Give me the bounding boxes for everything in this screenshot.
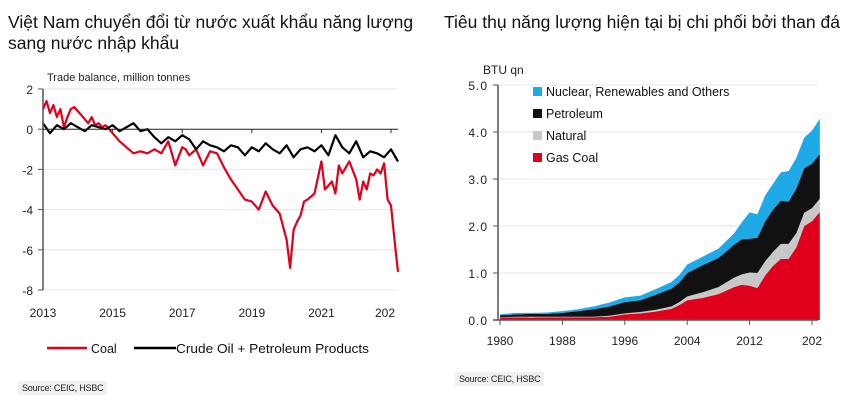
right-chart-title: Tiêu thụ năng lượng hiện tại bị chi phối… <box>444 12 840 32</box>
right-y-tick-label: 3.0 <box>468 173 488 187</box>
series-line-coal <box>41 99 400 273</box>
series-line-crude-oil-petroleum-products <box>42 122 399 162</box>
left-y-tick-label: -8 <box>22 284 33 298</box>
left-y-tick-label: 0 <box>26 123 33 137</box>
legend-swatch-gas-coal <box>533 153 542 162</box>
right-x-tick-label: 2012 <box>736 334 763 348</box>
legend-swatch-petroleum <box>533 109 542 118</box>
left-x-tick-label: 2013 <box>30 306 57 320</box>
left-x-tick-label: 2019 <box>238 306 265 320</box>
legend-label-petroleum: Petroleum <box>546 107 603 121</box>
right-y-axis-ticks: 5.0 4.0 3.0 2.0 1.0 0.0 <box>468 79 498 328</box>
area-gas-coal <box>500 211 820 320</box>
legend-label-gas-coal: Gas Coal <box>546 151 598 165</box>
legend-swatch-nuclear-renewables-and-others <box>533 87 542 96</box>
left-legend: Coal Crude Oil + Petroleum Products <box>47 342 369 356</box>
right-stacked-areas <box>500 118 820 320</box>
legend-swatch-natural <box>533 131 542 140</box>
left-source-note: Source: CEIC, HSBC <box>18 381 108 395</box>
left-x-tick-label: 202 <box>375 306 395 320</box>
right-y-tick-label: 5.0 <box>468 79 488 93</box>
left-x-tick-label: 2015 <box>99 306 126 320</box>
legend-label-crude-oil: Crude Oil + Petroleum Products <box>176 342 369 356</box>
left-gridlines <box>43 88 398 291</box>
left-series-lines <box>41 99 400 273</box>
left-x-tick-label: 2017 <box>169 306 196 320</box>
right-x-tick-label: 1988 <box>549 334 576 348</box>
right-source-note: Source: CEIC, HSBC <box>455 372 545 386</box>
area-nuclear-renewables-and-others <box>500 118 820 316</box>
right-chart-ylabel: BTU qn <box>483 63 524 77</box>
left-chart-subtitle: Trade balance, million tonnes <box>47 72 191 84</box>
right-y-tick-label: 1.0 <box>468 267 488 281</box>
left-chart-title: Việt Nam chuyển đổi từ nước xuất khẩu nă… <box>8 12 414 53</box>
right-x-tick-label: 202 <box>802 334 822 348</box>
left-y-tick-label: -4 <box>22 204 33 218</box>
left-x-tick-label: 2021 <box>308 306 335 320</box>
left-y-tick-label: 2 <box>26 83 33 97</box>
legend-label-coal: Coal <box>91 342 117 356</box>
right-x-tick-label: 1996 <box>611 334 638 348</box>
legend-label-nuclear-renewables-and-others: Nuclear, Renewables and Others <box>546 85 729 99</box>
right-y-tick-label: 2.0 <box>468 220 488 234</box>
legend-label-natural: Natural <box>546 129 586 143</box>
right-x-tick-label: 2004 <box>674 334 701 348</box>
left-y-tick-label: -2 <box>22 163 33 177</box>
right-x-axis-ticks: 1980 1988 1996 2004 2012 202 <box>487 320 822 348</box>
right-y-tick-label: 0.0 <box>468 314 488 328</box>
right-x-tick-label: 1980 <box>487 334 514 348</box>
left-y-axis-ticks: 2 0 -2 -4 -6 -8 <box>22 83 43 298</box>
left-y-tick-label: -6 <box>22 244 33 258</box>
right-legend: Nuclear, Renewables and Others Petroleum N… <box>533 85 729 165</box>
left-x-axis-ticks: 2013 2015 2017 2019 2021 202 <box>30 129 395 320</box>
right-y-tick-label: 4.0 <box>468 126 488 140</box>
